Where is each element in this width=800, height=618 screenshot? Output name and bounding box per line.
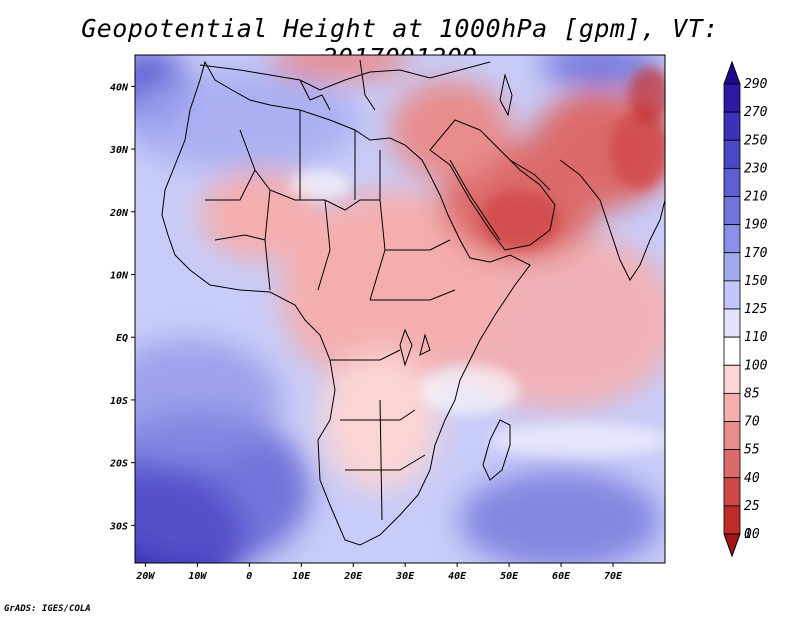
colorbar-level-label: 270	[744, 105, 768, 120]
colorbar-swatch	[723, 505, 741, 535]
colorbar-level-label: 190	[744, 218, 768, 233]
height-field	[135, 55, 665, 563]
colorbar-swatch	[723, 167, 741, 197]
colorbar-swatch	[723, 224, 741, 254]
lon-tick-label: 20E	[343, 571, 363, 582]
colorbar-level-label: 70	[744, 415, 760, 430]
colorbar-swatch	[723, 449, 741, 479]
colorbar-level-label: 55	[744, 443, 760, 458]
colorbar-level-label: 110	[744, 330, 768, 345]
colorbar-bottom-arrow	[723, 533, 741, 558]
colorbar-swatch	[723, 477, 741, 507]
colorbar-top-arrow	[723, 60, 741, 85]
colorbar-level-label: 40	[744, 471, 760, 486]
lon-tick-label: 40E	[448, 571, 467, 582]
lon-tick-label: 10E	[292, 571, 311, 582]
lon-tick-label: 70E	[604, 571, 623, 582]
colorbar-level-label: 100	[744, 358, 768, 373]
lat-tick-label: 10S	[110, 396, 128, 407]
colorbar-swatch	[723, 111, 741, 141]
lat-tick-label: 10N	[110, 271, 129, 282]
colorbar-level-label: 230	[744, 161, 768, 176]
colorbar-swatch	[723, 392, 741, 422]
colorbar-swatch	[723, 196, 741, 226]
colorbar-swatch	[723, 83, 741, 113]
colorbar-swatch	[723, 139, 741, 169]
colorbar-level-label: 290	[744, 77, 768, 92]
credit-text: GrADS: IGES/COLA	[4, 604, 91, 614]
colorbar-level-label: 10	[744, 527, 760, 542]
lon-tick-label: 60E	[552, 571, 571, 582]
colorbar-level-label: 125	[744, 302, 768, 317]
plot-frame	[134, 54, 666, 564]
lon-tick-label: 50E	[500, 571, 519, 582]
colorbar-level-label: 170	[744, 246, 768, 261]
colorbar-swatch	[723, 421, 741, 451]
lon-tick-label: 0	[246, 571, 252, 582]
colorbar-swatch	[723, 336, 741, 366]
latitude-axis: 40N 30N 20N 10N EQ 10S 20S 30S	[109, 82, 135, 532]
colorbar-level-label: 250	[744, 133, 768, 148]
lat-tick-label: 20S	[109, 459, 128, 470]
lat-tick-label: 40N	[110, 82, 129, 93]
colorbar-level-label: 0	[744, 527, 752, 542]
colorbar-level-label: 25	[744, 499, 760, 514]
colorbar-swatch	[723, 280, 741, 310]
colorbar: 2902702502302101901701501251101008570554…	[723, 60, 768, 558]
lat-tick-label: 30N	[109, 145, 129, 156]
lon-tick-label: 20W	[135, 571, 155, 582]
colorbar-level-label: 85	[744, 386, 760, 401]
colorbar-level-label: 210	[744, 190, 768, 205]
lat-tick-label: EQ	[116, 333, 128, 344]
lat-tick-label: 30S	[109, 521, 128, 532]
lon-tick-label: 30E	[395, 571, 415, 582]
colorbar-swatch	[723, 364, 741, 394]
colorbar-level-label: 150	[744, 274, 768, 289]
colorbar-swatch	[723, 308, 741, 338]
lon-tick-label: 10W	[188, 571, 207, 582]
coastlines	[161, 59, 665, 546]
colorbar-swatch	[723, 252, 741, 282]
lat-tick-label: 20N	[109, 208, 129, 219]
longitude-axis: 20W 10W 0 10E 20E 30E 40E 50E 60E 70E	[135, 563, 623, 582]
